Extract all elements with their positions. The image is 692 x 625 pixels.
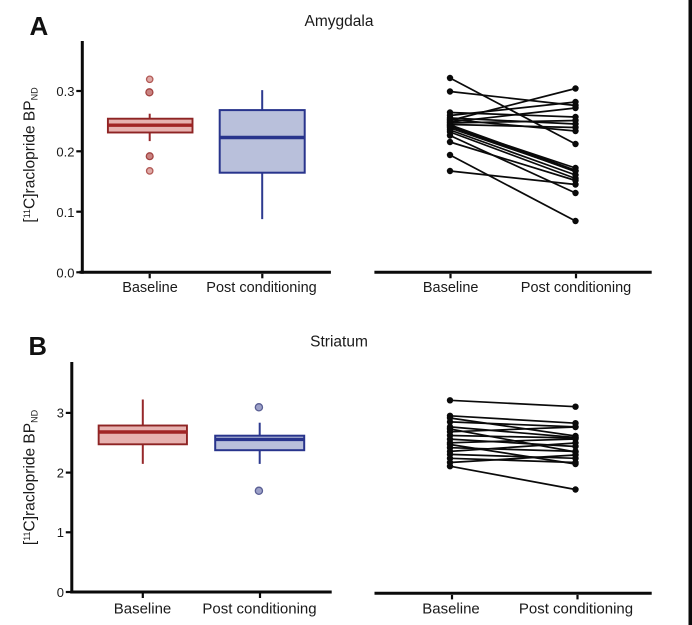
svg-text:3: 3 xyxy=(57,406,64,421)
svg-text:[11C]raclopride BPND: [11C]raclopride BPND xyxy=(22,87,40,223)
svg-text:0.2: 0.2 xyxy=(56,144,74,159)
svg-text:Baseline: Baseline xyxy=(122,280,178,296)
svg-text:2: 2 xyxy=(57,465,64,480)
svg-text:0: 0 xyxy=(57,585,64,600)
svg-text:0.1: 0.1 xyxy=(56,205,74,220)
svg-text:Post conditioning: Post conditioning xyxy=(206,280,316,296)
svg-text:Baseline: Baseline xyxy=(422,601,480,618)
svg-text:Post conditioning: Post conditioning xyxy=(521,280,631,296)
svg-text:Striatum: Striatum xyxy=(310,334,368,351)
svg-text:1: 1 xyxy=(57,525,64,540)
svg-text:Amygdala: Amygdala xyxy=(305,13,374,30)
svg-text:Post conditioning: Post conditioning xyxy=(202,601,316,618)
svg-text:Baseline: Baseline xyxy=(423,280,479,296)
svg-text:B: B xyxy=(29,333,47,361)
svg-text:Post conditioning: Post conditioning xyxy=(519,601,633,618)
svg-text:0.0: 0.0 xyxy=(56,265,74,280)
svg-text:A: A xyxy=(30,11,49,41)
svg-text:0.3: 0.3 xyxy=(56,84,74,99)
svg-text:[11C]raclopride BPND: [11C]raclopride BPND xyxy=(22,409,40,545)
svg-text:Baseline: Baseline xyxy=(114,601,172,618)
